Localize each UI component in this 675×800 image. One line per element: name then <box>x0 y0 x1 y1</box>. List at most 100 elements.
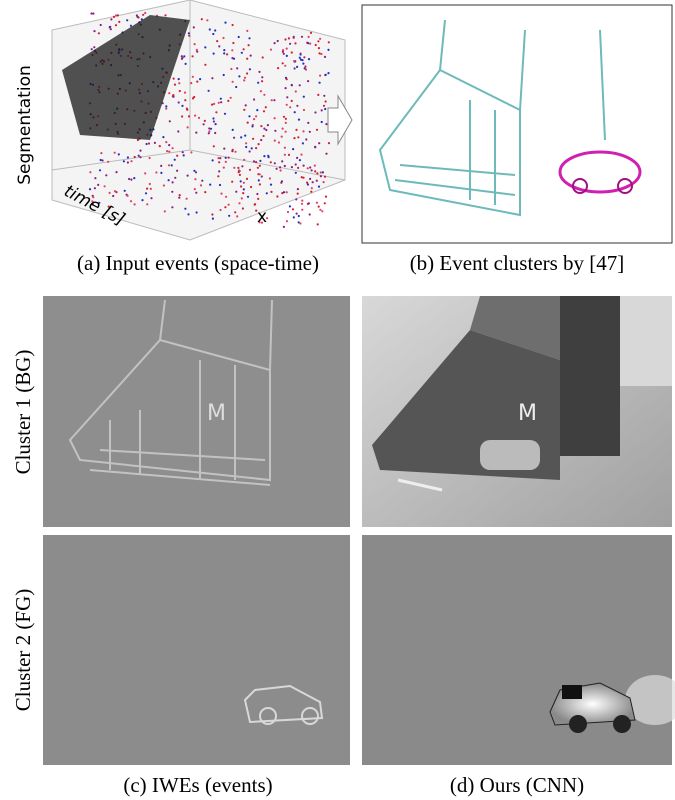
event-point <box>133 177 135 179</box>
event-point <box>211 104 213 106</box>
event-point <box>172 181 174 183</box>
event-point <box>216 40 218 42</box>
event-point <box>226 53 228 55</box>
event-point <box>163 184 165 186</box>
event-point <box>200 184 202 186</box>
event-point <box>266 192 268 194</box>
event-point <box>316 172 318 174</box>
event-point <box>318 186 320 188</box>
event-point <box>315 44 317 46</box>
event-point <box>243 48 245 50</box>
event-point <box>214 29 216 31</box>
event-point <box>220 98 222 100</box>
event-point <box>255 161 257 163</box>
event-point <box>314 111 316 113</box>
event-point <box>323 105 325 107</box>
event-point <box>213 145 215 147</box>
event-point <box>284 154 286 156</box>
event-point <box>130 160 132 162</box>
event-point <box>255 115 257 117</box>
event-point <box>149 157 151 159</box>
event-point <box>324 108 326 110</box>
event-point <box>91 48 93 50</box>
event-point <box>145 192 147 194</box>
event-point <box>257 198 259 200</box>
event-point <box>295 129 297 131</box>
cnn-image <box>362 535 675 765</box>
event-point <box>171 206 173 208</box>
axis-label: x <box>257 207 267 227</box>
event-point <box>150 197 152 199</box>
event-point <box>231 49 233 51</box>
event-point <box>267 124 269 126</box>
event-point <box>267 155 269 157</box>
event-point <box>201 180 203 182</box>
event-point <box>258 143 260 145</box>
event-point <box>297 193 299 195</box>
event-point <box>142 14 144 16</box>
event-point <box>193 170 195 172</box>
event-point <box>309 178 311 180</box>
event-point <box>192 97 194 99</box>
event-point <box>217 157 219 159</box>
event-point <box>149 183 151 185</box>
event-point <box>126 19 128 21</box>
event-point <box>204 191 206 193</box>
event-point <box>322 171 324 173</box>
event-point <box>285 87 287 89</box>
event-point <box>215 111 217 113</box>
event-point <box>286 220 288 222</box>
event-point <box>100 159 102 161</box>
event-point <box>262 56 264 58</box>
event-point <box>243 188 245 190</box>
event-point <box>276 195 278 197</box>
event-point <box>286 191 288 193</box>
event-point <box>288 37 290 39</box>
event-point <box>165 141 167 143</box>
event-point <box>270 49 272 51</box>
event-point <box>300 154 302 156</box>
event-point <box>246 58 248 60</box>
event-point <box>291 166 293 168</box>
event-point <box>285 122 287 124</box>
event-point <box>302 177 304 179</box>
event-point <box>301 200 303 202</box>
event-point <box>307 122 309 124</box>
event-point <box>199 78 201 80</box>
event-point <box>187 126 189 128</box>
event-point <box>115 24 117 26</box>
event-point <box>201 18 203 20</box>
event-point <box>195 171 197 173</box>
event-point <box>316 129 318 131</box>
event-point <box>316 180 318 182</box>
event-point <box>317 223 319 225</box>
event-point <box>181 105 183 107</box>
event-point <box>314 146 316 148</box>
event-point <box>244 77 246 79</box>
event-point <box>218 170 220 172</box>
event-point <box>283 116 285 118</box>
event-point <box>240 136 242 138</box>
event-point <box>209 28 211 30</box>
event-point <box>211 213 213 215</box>
event-point <box>93 30 95 32</box>
event-point <box>204 120 206 122</box>
event-point <box>302 63 304 65</box>
event-point <box>299 159 301 161</box>
event-point <box>236 215 238 217</box>
event-point <box>123 160 125 162</box>
event-point <box>186 109 188 111</box>
event-point <box>192 55 194 57</box>
event-point <box>196 81 198 83</box>
event-point <box>211 77 213 79</box>
event-point <box>242 207 244 209</box>
event-point <box>245 146 247 148</box>
event-point <box>327 49 329 51</box>
event-point <box>243 109 245 111</box>
event-point <box>250 55 252 57</box>
event-point <box>320 171 322 173</box>
event-point <box>219 209 221 211</box>
event-point <box>248 37 250 39</box>
event-point <box>224 22 226 24</box>
event-point <box>245 142 247 144</box>
